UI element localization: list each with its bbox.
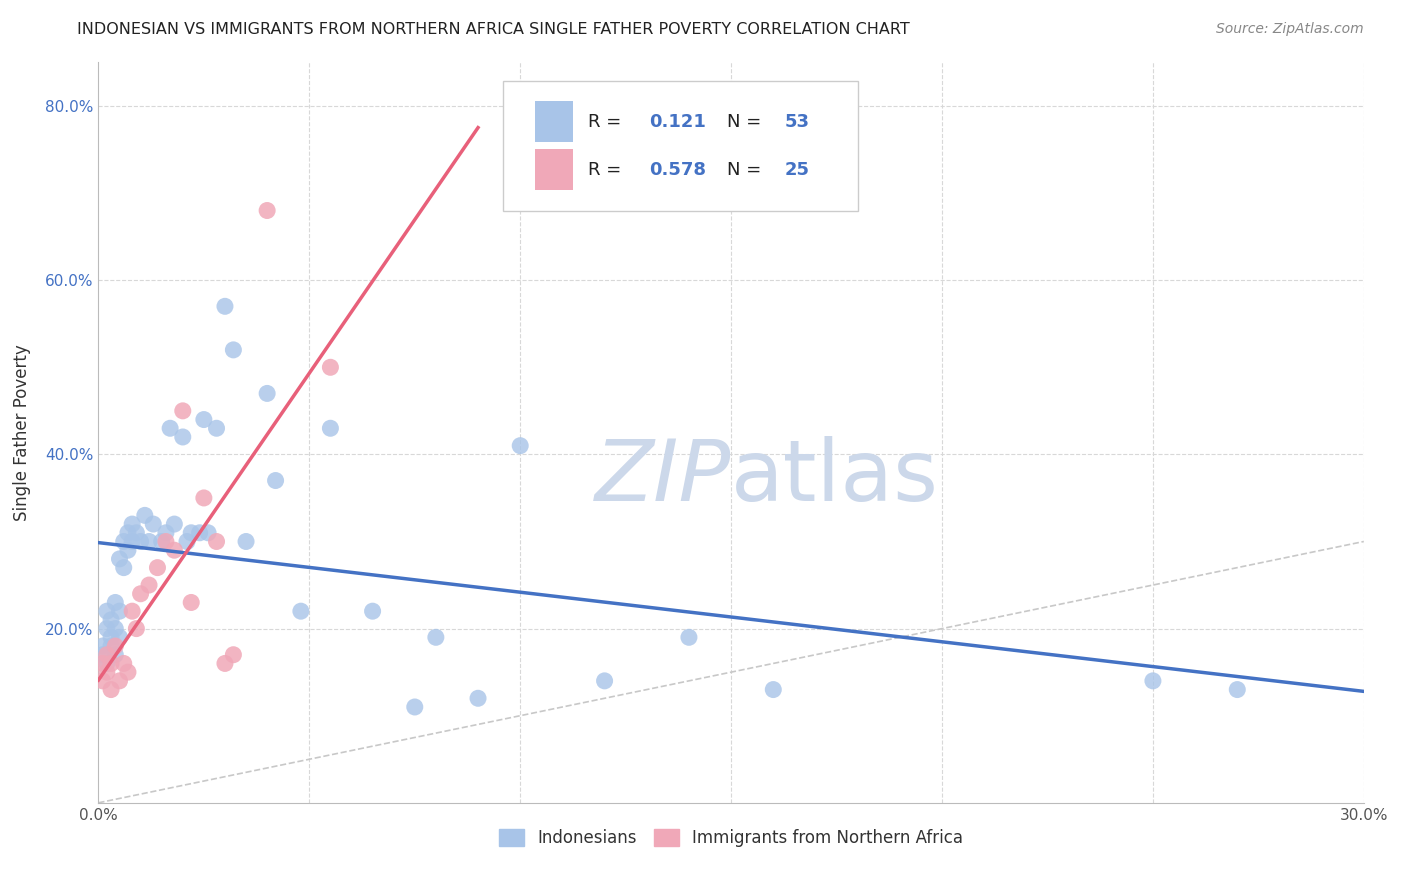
- Text: Source: ZipAtlas.com: Source: ZipAtlas.com: [1216, 22, 1364, 37]
- Point: [762, 682, 785, 697]
- Point: [361, 604, 384, 618]
- Point: [155, 525, 177, 540]
- Text: R =: R =: [588, 112, 627, 130]
- Point: [678, 630, 700, 644]
- Point: [112, 657, 135, 671]
- Point: [125, 525, 148, 540]
- Point: [142, 517, 165, 532]
- Point: [96, 622, 118, 636]
- Point: [205, 534, 228, 549]
- Point: [180, 525, 202, 540]
- Point: [222, 343, 245, 357]
- Point: [96, 648, 118, 662]
- Point: [222, 648, 245, 662]
- Point: [172, 404, 194, 418]
- Point: [117, 543, 139, 558]
- Point: [188, 525, 211, 540]
- Point: [404, 700, 426, 714]
- Point: [163, 517, 186, 532]
- Point: [112, 534, 135, 549]
- Point: [467, 691, 489, 706]
- Point: [91, 639, 114, 653]
- Point: [197, 525, 219, 540]
- Point: [1226, 682, 1249, 697]
- Point: [138, 578, 160, 592]
- Text: atlas: atlas: [731, 435, 939, 518]
- Point: [108, 630, 131, 644]
- FancyBboxPatch shape: [503, 81, 858, 211]
- Point: [121, 604, 143, 618]
- Point: [104, 648, 127, 662]
- Point: [121, 534, 143, 549]
- Point: [509, 439, 531, 453]
- Point: [121, 517, 143, 532]
- Point: [117, 525, 139, 540]
- Point: [100, 657, 122, 671]
- Text: 25: 25: [785, 161, 810, 178]
- Point: [112, 560, 135, 574]
- Point: [104, 639, 127, 653]
- Point: [319, 360, 342, 375]
- Point: [108, 673, 131, 688]
- Point: [91, 657, 114, 671]
- Text: ZIP: ZIP: [595, 435, 731, 518]
- Point: [159, 421, 181, 435]
- Point: [104, 622, 127, 636]
- Bar: [534, 102, 574, 142]
- Text: N =: N =: [727, 112, 768, 130]
- Text: 0.578: 0.578: [648, 161, 706, 178]
- Text: 53: 53: [785, 112, 810, 130]
- Point: [96, 604, 118, 618]
- Point: [108, 604, 131, 618]
- Point: [138, 534, 160, 549]
- Point: [256, 203, 278, 218]
- Point: [150, 534, 173, 549]
- Point: [146, 560, 169, 574]
- Point: [593, 673, 616, 688]
- Point: [129, 587, 152, 601]
- Text: R =: R =: [588, 161, 627, 178]
- Point: [100, 639, 122, 653]
- Point: [214, 299, 236, 313]
- Point: [96, 657, 118, 671]
- Y-axis label: Single Father Poverty: Single Father Poverty: [13, 344, 31, 521]
- Point: [290, 604, 312, 618]
- Legend: Indonesians, Immigrants from Northern Africa: Indonesians, Immigrants from Northern Af…: [492, 822, 970, 854]
- Point: [193, 491, 215, 505]
- Point: [256, 386, 278, 401]
- Point: [235, 534, 257, 549]
- Point: [264, 474, 287, 488]
- Point: [155, 534, 177, 549]
- Point: [319, 421, 342, 435]
- Point: [100, 630, 122, 644]
- Point: [172, 430, 194, 444]
- Point: [193, 412, 215, 426]
- Point: [180, 595, 202, 609]
- Point: [163, 543, 186, 558]
- Text: INDONESIAN VS IMMIGRANTS FROM NORTHERN AFRICA SINGLE FATHER POVERTY CORRELATION : INDONESIAN VS IMMIGRANTS FROM NORTHERN A…: [77, 22, 910, 37]
- Point: [117, 665, 139, 680]
- Point: [96, 665, 118, 680]
- Point: [205, 421, 228, 435]
- Point: [91, 648, 114, 662]
- Point: [214, 657, 236, 671]
- Point: [125, 622, 148, 636]
- Point: [425, 630, 447, 644]
- Point: [91, 673, 114, 688]
- Point: [108, 552, 131, 566]
- Point: [134, 508, 156, 523]
- Point: [129, 534, 152, 549]
- Text: 0.121: 0.121: [648, 112, 706, 130]
- Point: [104, 595, 127, 609]
- Point: [100, 682, 122, 697]
- Point: [176, 534, 198, 549]
- Point: [100, 613, 122, 627]
- Text: N =: N =: [727, 161, 768, 178]
- Point: [1142, 673, 1164, 688]
- Bar: [534, 150, 574, 190]
